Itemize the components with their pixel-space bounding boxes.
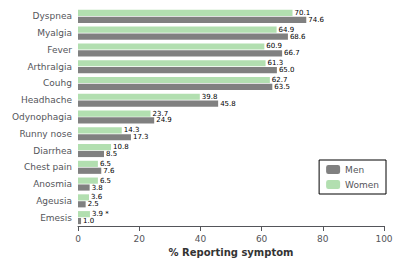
svg-text:3.8: 3.8 (92, 184, 103, 192)
svg-text:Anosmia: Anosmia (33, 179, 72, 189)
svg-text:3.9 *: 3.9 * (92, 210, 109, 218)
svg-text:Runny nose: Runny nose (19, 129, 72, 139)
svg-text:17.3: 17.3 (133, 133, 149, 141)
svg-text:65.0: 65.0 (279, 66, 295, 74)
svg-text:45.8: 45.8 (220, 100, 236, 108)
svg-text:Headhache: Headhache (21, 95, 72, 105)
svg-text:Emesis: Emesis (40, 213, 72, 223)
svg-text:74.6: 74.6 (308, 16, 324, 24)
svg-text:Women: Women (345, 180, 379, 190)
svg-text:60: 60 (256, 234, 268, 244)
svg-text:0: 0 (75, 234, 81, 244)
svg-text:Arthralgia: Arthralgia (27, 62, 72, 72)
svg-text:Fever: Fever (47, 45, 72, 55)
svg-text:Diarrhea: Diarrhea (33, 146, 72, 156)
svg-text:20: 20 (133, 234, 145, 244)
svg-text:66.7: 66.7 (284, 49, 300, 57)
svg-text:100: 100 (375, 234, 392, 244)
svg-text:Dyspnea: Dyspnea (33, 11, 72, 21)
svg-text:% Reporting symptom: % Reporting symptom (168, 247, 293, 258)
svg-text:80: 80 (317, 234, 329, 244)
svg-text:Chest pain: Chest pain (24, 162, 72, 172)
svg-text:62.7: 62.7 (271, 76, 288, 84)
svg-text:Myalgia: Myalgia (37, 28, 72, 38)
svg-text:61.3: 61.3 (267, 59, 284, 68)
svg-text:63.5: 63.5 (274, 83, 290, 91)
svg-text:39.8: 39.8 (202, 93, 218, 101)
svg-text:23.7: 23.7 (152, 109, 169, 118)
svg-text:Ageusia: Ageusia (36, 196, 72, 206)
svg-text:10.8: 10.8 (113, 143, 129, 152)
svg-text:64.9: 64.9 (278, 25, 295, 34)
svg-text:3.6: 3.6 (91, 193, 103, 202)
svg-text:1.0: 1.0 (83, 217, 94, 225)
svg-text:60.9: 60.9 (266, 42, 282, 50)
svg-text:Odynophagia: Odynophagia (12, 112, 72, 122)
svg-text:6.5: 6.5 (99, 159, 111, 168)
svg-text:6.5: 6.5 (99, 176, 111, 185)
svg-text:7.6: 7.6 (103, 167, 115, 175)
svg-text:2.5: 2.5 (88, 200, 99, 208)
svg-text:68.6: 68.6 (290, 33, 306, 41)
svg-text:8.5: 8.5 (106, 150, 117, 158)
svg-text:24.9: 24.9 (156, 116, 172, 124)
svg-text:14.3: 14.3 (123, 126, 140, 135)
svg-text:70.1: 70.1 (294, 8, 311, 17)
svg-text:Men: Men (345, 165, 364, 175)
svg-text:40: 40 (195, 234, 207, 244)
svg-text:Couhg: Couhg (43, 78, 72, 88)
